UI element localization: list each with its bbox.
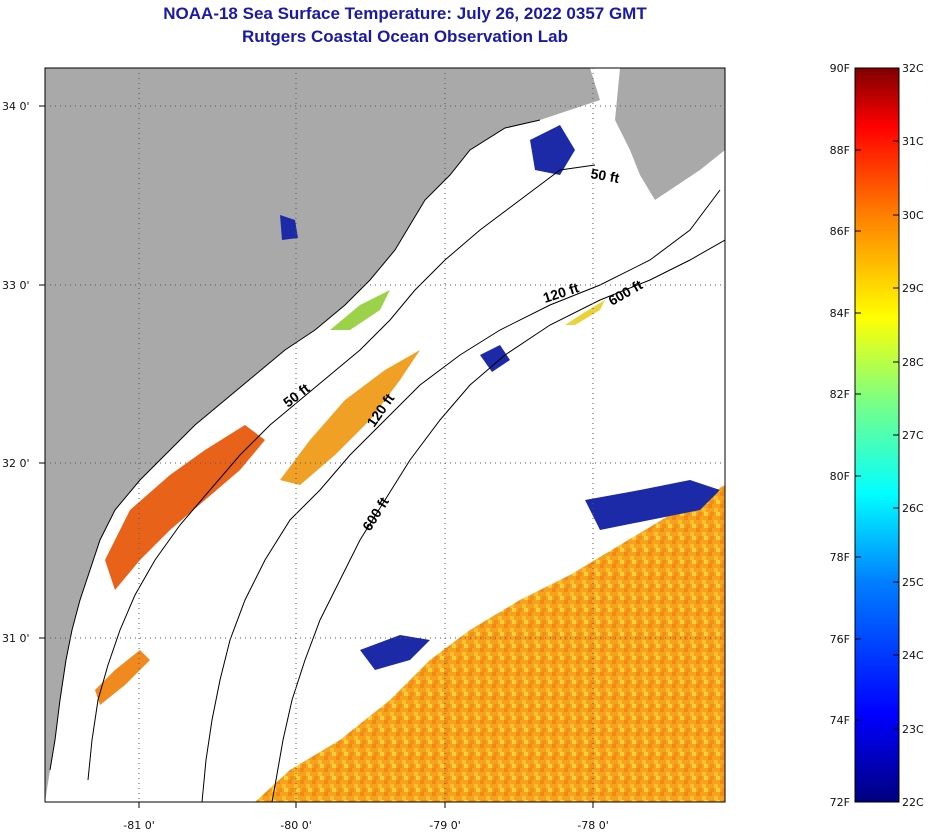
lon-label: -79 0' <box>429 819 461 832</box>
map-frame <box>44 67 726 803</box>
fahrenheit-label: 90F <box>830 62 850 75</box>
warm-shelf-band <box>280 350 420 485</box>
celsius-label: 31C <box>902 135 924 148</box>
yellow-northeast-band <box>565 300 605 325</box>
celsius-label: 25C <box>902 576 924 589</box>
celsius-label: 22C <box>902 796 924 809</box>
celsius-label: 23C <box>902 723 924 736</box>
land-mass <box>45 68 600 802</box>
lon-label: -81 0' <box>123 819 155 832</box>
celsius-label: 28C <box>902 356 924 369</box>
isobath-50ft <box>87 164 596 781</box>
fahrenheit-label: 82F <box>830 388 850 401</box>
lat-label: 34 0' <box>2 100 30 113</box>
fahrenheit-label: 72F <box>830 796 850 809</box>
warm-gulf-stream <box>255 485 725 802</box>
green-shelf-patch <box>330 290 390 330</box>
cold-patch-north <box>530 125 575 175</box>
graticule <box>45 68 725 802</box>
fahrenheit-label: 74F <box>830 714 850 727</box>
axis-ticks <box>39 105 594 808</box>
lat-label: 32 0' <box>2 457 30 470</box>
chart-title: NOAA-18 Sea Surface Temperature: July 26… <box>163 4 647 23</box>
celsius-ticks <box>893 67 899 803</box>
lat-label: 33 0' <box>2 279 30 292</box>
fahrenheit-label: 86F <box>830 225 850 238</box>
celsius-label: 29C <box>902 282 924 295</box>
map-area <box>45 68 725 802</box>
fahrenheit-label: 78F <box>830 551 850 564</box>
cold-patch-offshore <box>585 480 720 530</box>
lat-label: 31 0' <box>2 632 30 645</box>
celsius-label: 30C <box>902 209 924 222</box>
isobath-600ft <box>271 239 725 802</box>
celsius-label: 26C <box>902 502 924 515</box>
lon-label: -78 0' <box>577 819 609 832</box>
warm-coastal-band <box>105 425 265 590</box>
fahrenheit-label: 88F <box>830 144 850 157</box>
celsius-label: 24C <box>902 649 924 662</box>
coastline <box>49 119 541 771</box>
contour-label-50ft: 50 ft <box>589 165 620 186</box>
chart-subtitle: Rutgers Coastal Ocean Observation Lab <box>242 27 568 46</box>
fahrenheit-ticks <box>855 67 861 803</box>
warm-south-patch <box>95 650 150 705</box>
fahrenheit-label: 80F <box>830 470 850 483</box>
fahrenheit-label: 76F <box>830 633 850 646</box>
cold-patch-inland <box>280 215 298 240</box>
cold-patch-shelf <box>360 635 430 670</box>
lon-label: -80 0' <box>280 819 312 832</box>
fahrenheit-label: 84F <box>830 307 850 320</box>
cold-patch-mid <box>480 345 510 372</box>
celsius-label: 27C <box>902 429 924 442</box>
land-northeast <box>615 68 725 200</box>
colorbar-gradient <box>854 67 900 803</box>
celsius-label: 32C <box>902 62 924 75</box>
